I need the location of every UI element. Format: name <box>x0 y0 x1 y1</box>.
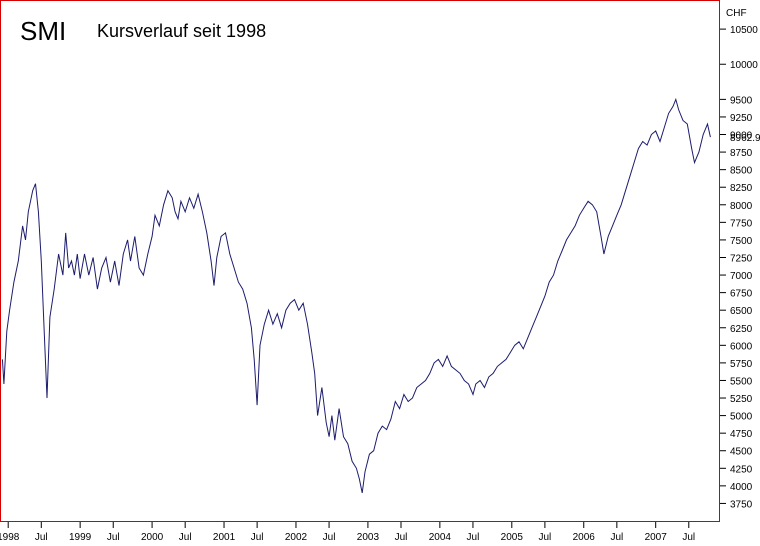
y-tick-label: 6750 <box>730 289 753 300</box>
y-tick-label: 9250 <box>730 113 753 124</box>
x-tick-label: Jul <box>251 532 264 543</box>
y-tick-label: 9000 <box>730 131 753 142</box>
x-tick-label: Jul <box>467 532 480 543</box>
y-tick-label: 8500 <box>730 166 753 177</box>
x-tick-label: 2007 <box>645 532 668 543</box>
y-tick-label: 9500 <box>730 95 753 106</box>
last-value-label: 8962.9 <box>730 133 760 144</box>
x-tick-label: Jul <box>610 532 623 543</box>
x-tick-label: 2002 <box>285 532 308 543</box>
x-tick-label: 2006 <box>573 532 596 543</box>
unit-label: CHF <box>726 8 747 19</box>
y-tick-label: 8750 <box>730 148 753 159</box>
y-tick-label: 4750 <box>730 429 753 440</box>
x-axis: 1998 Jul 1999 Jul 2000 Jul 2001 Jul 2002 Jul 2003 J… <box>0 522 695 543</box>
y-tick-label: 5500 <box>730 376 753 387</box>
chart-title: SMI <box>20 16 66 46</box>
y-tick-label: 5000 <box>730 412 753 423</box>
y-tick-label: 6500 <box>730 306 753 317</box>
y-tick-label: 7250 <box>730 253 753 264</box>
x-tick-label: Jul <box>107 532 120 543</box>
y-tick-label: 10500 <box>730 25 758 36</box>
chart-subtitle: Kursverlauf seit 1998 <box>97 21 266 41</box>
x-tick-label: Jul <box>538 532 551 543</box>
x-tick-label: 2000 <box>141 532 164 543</box>
x-tick-label: Jul <box>395 532 408 543</box>
y-tick-label: 4500 <box>730 447 753 458</box>
x-tick-label: 2003 <box>357 532 380 543</box>
x-tick-label: Jul <box>682 532 695 543</box>
y-axis: 3750 4000 4250 4500 4750 5000 5250 5500 5750 6000… <box>720 25 758 510</box>
x-tick-label: 1999 <box>69 532 92 543</box>
x-tick-label: Jul <box>35 532 48 543</box>
y-tick-label: 3750 <box>730 499 753 510</box>
y-tick-label: 8000 <box>730 201 753 212</box>
series-line <box>1 97 711 494</box>
x-tick-label: 2001 <box>213 532 236 543</box>
y-tick-label: 4250 <box>730 464 753 475</box>
x-tick-label: 2005 <box>501 532 524 543</box>
y-tick-label: 5250 <box>730 394 753 405</box>
x-tick-label: 1998 <box>0 532 20 543</box>
y-tick-label: 4000 <box>730 482 753 493</box>
x-tick-label: Jul <box>179 532 192 543</box>
y-tick-label: 8250 <box>730 183 753 194</box>
y-tick-label: 7750 <box>730 218 753 229</box>
x-tick-label: Jul <box>323 532 336 543</box>
y-tick-label: 7500 <box>730 236 753 247</box>
y-tick-label: 7000 <box>730 271 753 282</box>
plot-area <box>0 0 720 522</box>
y-tick-label: 6250 <box>730 324 753 335</box>
x-tick-label: 2004 <box>429 532 452 543</box>
y-tick-label: 6000 <box>730 341 753 352</box>
y-tick-label: 10000 <box>730 60 758 71</box>
y-tick-label: 5750 <box>730 359 753 370</box>
